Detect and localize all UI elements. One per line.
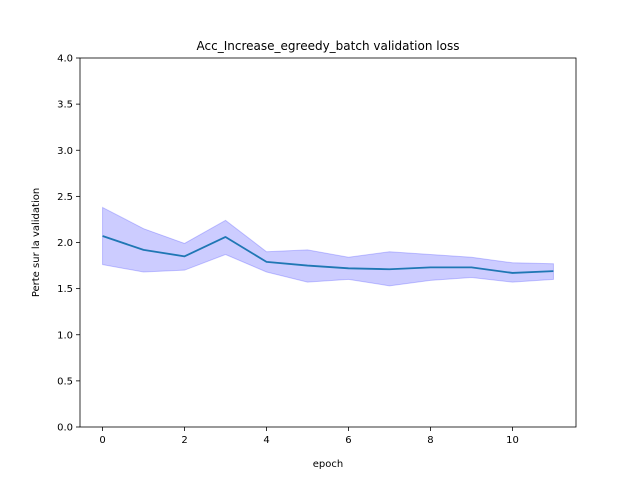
line-layer	[102, 235, 554, 274]
y-tick-label: 0.0	[57, 423, 73, 434]
y-tick-label: 2.5	[57, 192, 73, 203]
y-tick-label: 3.5	[57, 100, 73, 111]
x-tick-label: 6	[345, 435, 351, 446]
y-axis-label: Perte sur la validation	[31, 188, 42, 297]
band-layer	[102, 206, 554, 287]
y-tick-label: 2.0	[57, 238, 73, 249]
confidence-band-0	[102, 206, 554, 287]
y-tick-label: 1.0	[57, 330, 73, 341]
x-tick-label: 4	[263, 435, 269, 446]
x-tick-label: 10	[506, 435, 519, 446]
x-axis: 0 2 4 6 8 10	[99, 427, 519, 446]
y-tick-label: 4.0	[57, 54, 73, 65]
y-axis: 0.0 0.5 1.0 1.5 2.0 2.5 3.0 3.5 4.0	[57, 54, 80, 434]
y-tick-label: 1.5	[57, 284, 73, 295]
chart-title: Acc_Increase_egreedy_batch validation lo…	[197, 39, 460, 53]
y-tick-label: 0.5	[57, 376, 73, 387]
series-line-0	[102, 235, 554, 274]
y-tick-label: 3.0	[57, 146, 73, 157]
x-tick-label: 0	[99, 435, 105, 446]
x-tick-label: 2	[181, 435, 187, 446]
x-axis-label: epoch	[313, 459, 343, 470]
x-tick-label: 8	[427, 435, 433, 446]
